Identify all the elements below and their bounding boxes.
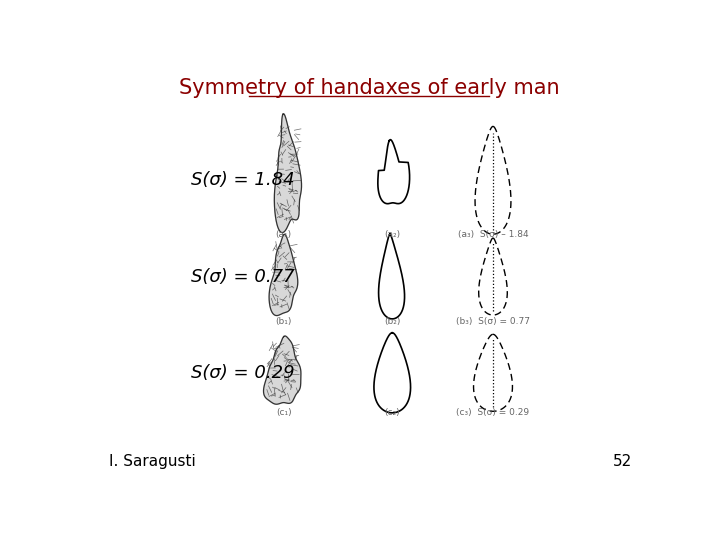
Text: (c₂): (c₂) <box>384 408 400 417</box>
Text: Symmetry of handaxes of early man: Symmetry of handaxes of early man <box>179 78 559 98</box>
Polygon shape <box>264 336 301 404</box>
Text: S(σ) = 0.29: S(σ) = 0.29 <box>191 364 294 382</box>
Polygon shape <box>274 114 302 233</box>
Text: (a₁): (a₁) <box>276 230 292 239</box>
Text: 52: 52 <box>613 454 632 469</box>
Text: S(σ) = 1.84: S(σ) = 1.84 <box>191 171 294 190</box>
Text: (c₃)  S(σ) = 0.29: (c₃) S(σ) = 0.29 <box>456 408 530 417</box>
Text: I. Saragusti: I. Saragusti <box>109 454 196 469</box>
Text: (a₂): (a₂) <box>384 230 400 239</box>
Text: (b₃)  S(σ) = 0.77: (b₃) S(σ) = 0.77 <box>456 316 530 326</box>
Text: (c₁): (c₁) <box>276 408 292 417</box>
Text: (b₂): (b₂) <box>384 316 400 326</box>
Text: (b₁): (b₁) <box>276 316 292 326</box>
Polygon shape <box>269 234 298 315</box>
Text: (a₃)  S(σ) – 1.84: (a₃) S(σ) – 1.84 <box>458 230 528 239</box>
Text: S(σ) = 0.77: S(σ) = 0.77 <box>191 267 294 286</box>
